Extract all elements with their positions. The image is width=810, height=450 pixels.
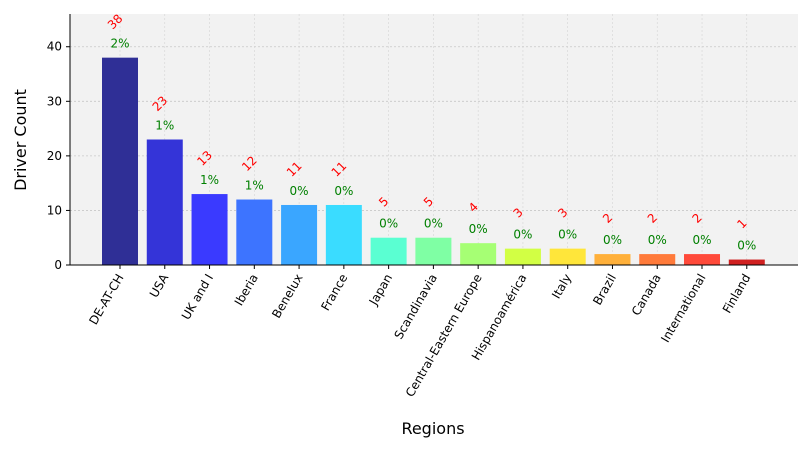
- x-tick-label: International: [658, 272, 708, 345]
- bar: [504, 248, 541, 265]
- bar: [594, 254, 631, 265]
- x-tick-label: Brazil: [590, 272, 619, 308]
- x-tick-label: Italy: [549, 272, 574, 302]
- x-tick-label: Scandinavia: [391, 272, 440, 342]
- bar: [415, 237, 452, 265]
- x-tick-label: UK and I: [179, 272, 216, 323]
- bar: [325, 204, 362, 265]
- bar: [146, 139, 183, 265]
- percent-label: 1%: [155, 119, 174, 133]
- percent-label: 1%: [200, 173, 219, 187]
- x-axis-title: Regions: [401, 419, 464, 438]
- x-tick-label: Benelux: [269, 272, 305, 321]
- percent-label: 0%: [692, 233, 711, 247]
- y-tick-label: 30: [47, 94, 62, 108]
- percent-label: 0%: [424, 217, 443, 231]
- percent-label: 1%: [245, 179, 264, 193]
- x-axis-ticks: DE-AT-CH USA UK and I Iberia Benelux France Ja…: [86, 265, 753, 399]
- bar: [549, 248, 586, 265]
- percent-label: 0%: [334, 184, 353, 198]
- percent-label: 0%: [513, 228, 532, 242]
- percent-label: 2%: [110, 37, 129, 51]
- x-tick-label: Canada: [629, 272, 664, 319]
- bars: [102, 57, 765, 265]
- bar: [281, 204, 318, 265]
- x-tick-label: Iberia: [232, 272, 261, 309]
- bar: [236, 199, 273, 265]
- x-tick-label: Central-Eastern Europe: [403, 272, 485, 400]
- percent-label: 0%: [558, 228, 577, 242]
- x-tick-label: Finland: [720, 272, 754, 316]
- bar: [728, 259, 765, 265]
- y-tick-label: 20: [47, 149, 62, 163]
- x-tick-label: Japan: [366, 272, 395, 309]
- percent-label: 0%: [648, 233, 667, 247]
- y-tick-label: 40: [47, 40, 62, 54]
- y-axis-ticks: 0 10 20 30 40: [47, 40, 70, 272]
- bar: [460, 243, 497, 265]
- percent-label: 0%: [469, 222, 488, 236]
- bar: [639, 254, 676, 265]
- bar: [370, 237, 407, 265]
- y-tick-label: 10: [47, 203, 62, 217]
- bar: [684, 254, 721, 265]
- x-tick-label: DE-AT-CH: [86, 272, 126, 328]
- percent-label: 0%: [379, 217, 398, 231]
- percent-label: 0%: [603, 233, 622, 247]
- bar: [102, 57, 138, 265]
- x-tick-label: USA: [147, 271, 172, 300]
- percent-labels: 2% 1% 1% 1% 0% 0% 0% 0% 0% 0% 0% 0% 0% 0% 0%: [110, 37, 756, 253]
- y-tick-label: 0: [54, 258, 62, 272]
- plot-area: [70, 14, 798, 265]
- x-tick-label: France: [318, 272, 350, 314]
- y-axis-title: Driver Count: [11, 89, 30, 191]
- percent-label: 0%: [737, 239, 756, 253]
- bar: [191, 194, 228, 265]
- percent-label: 0%: [290, 184, 309, 198]
